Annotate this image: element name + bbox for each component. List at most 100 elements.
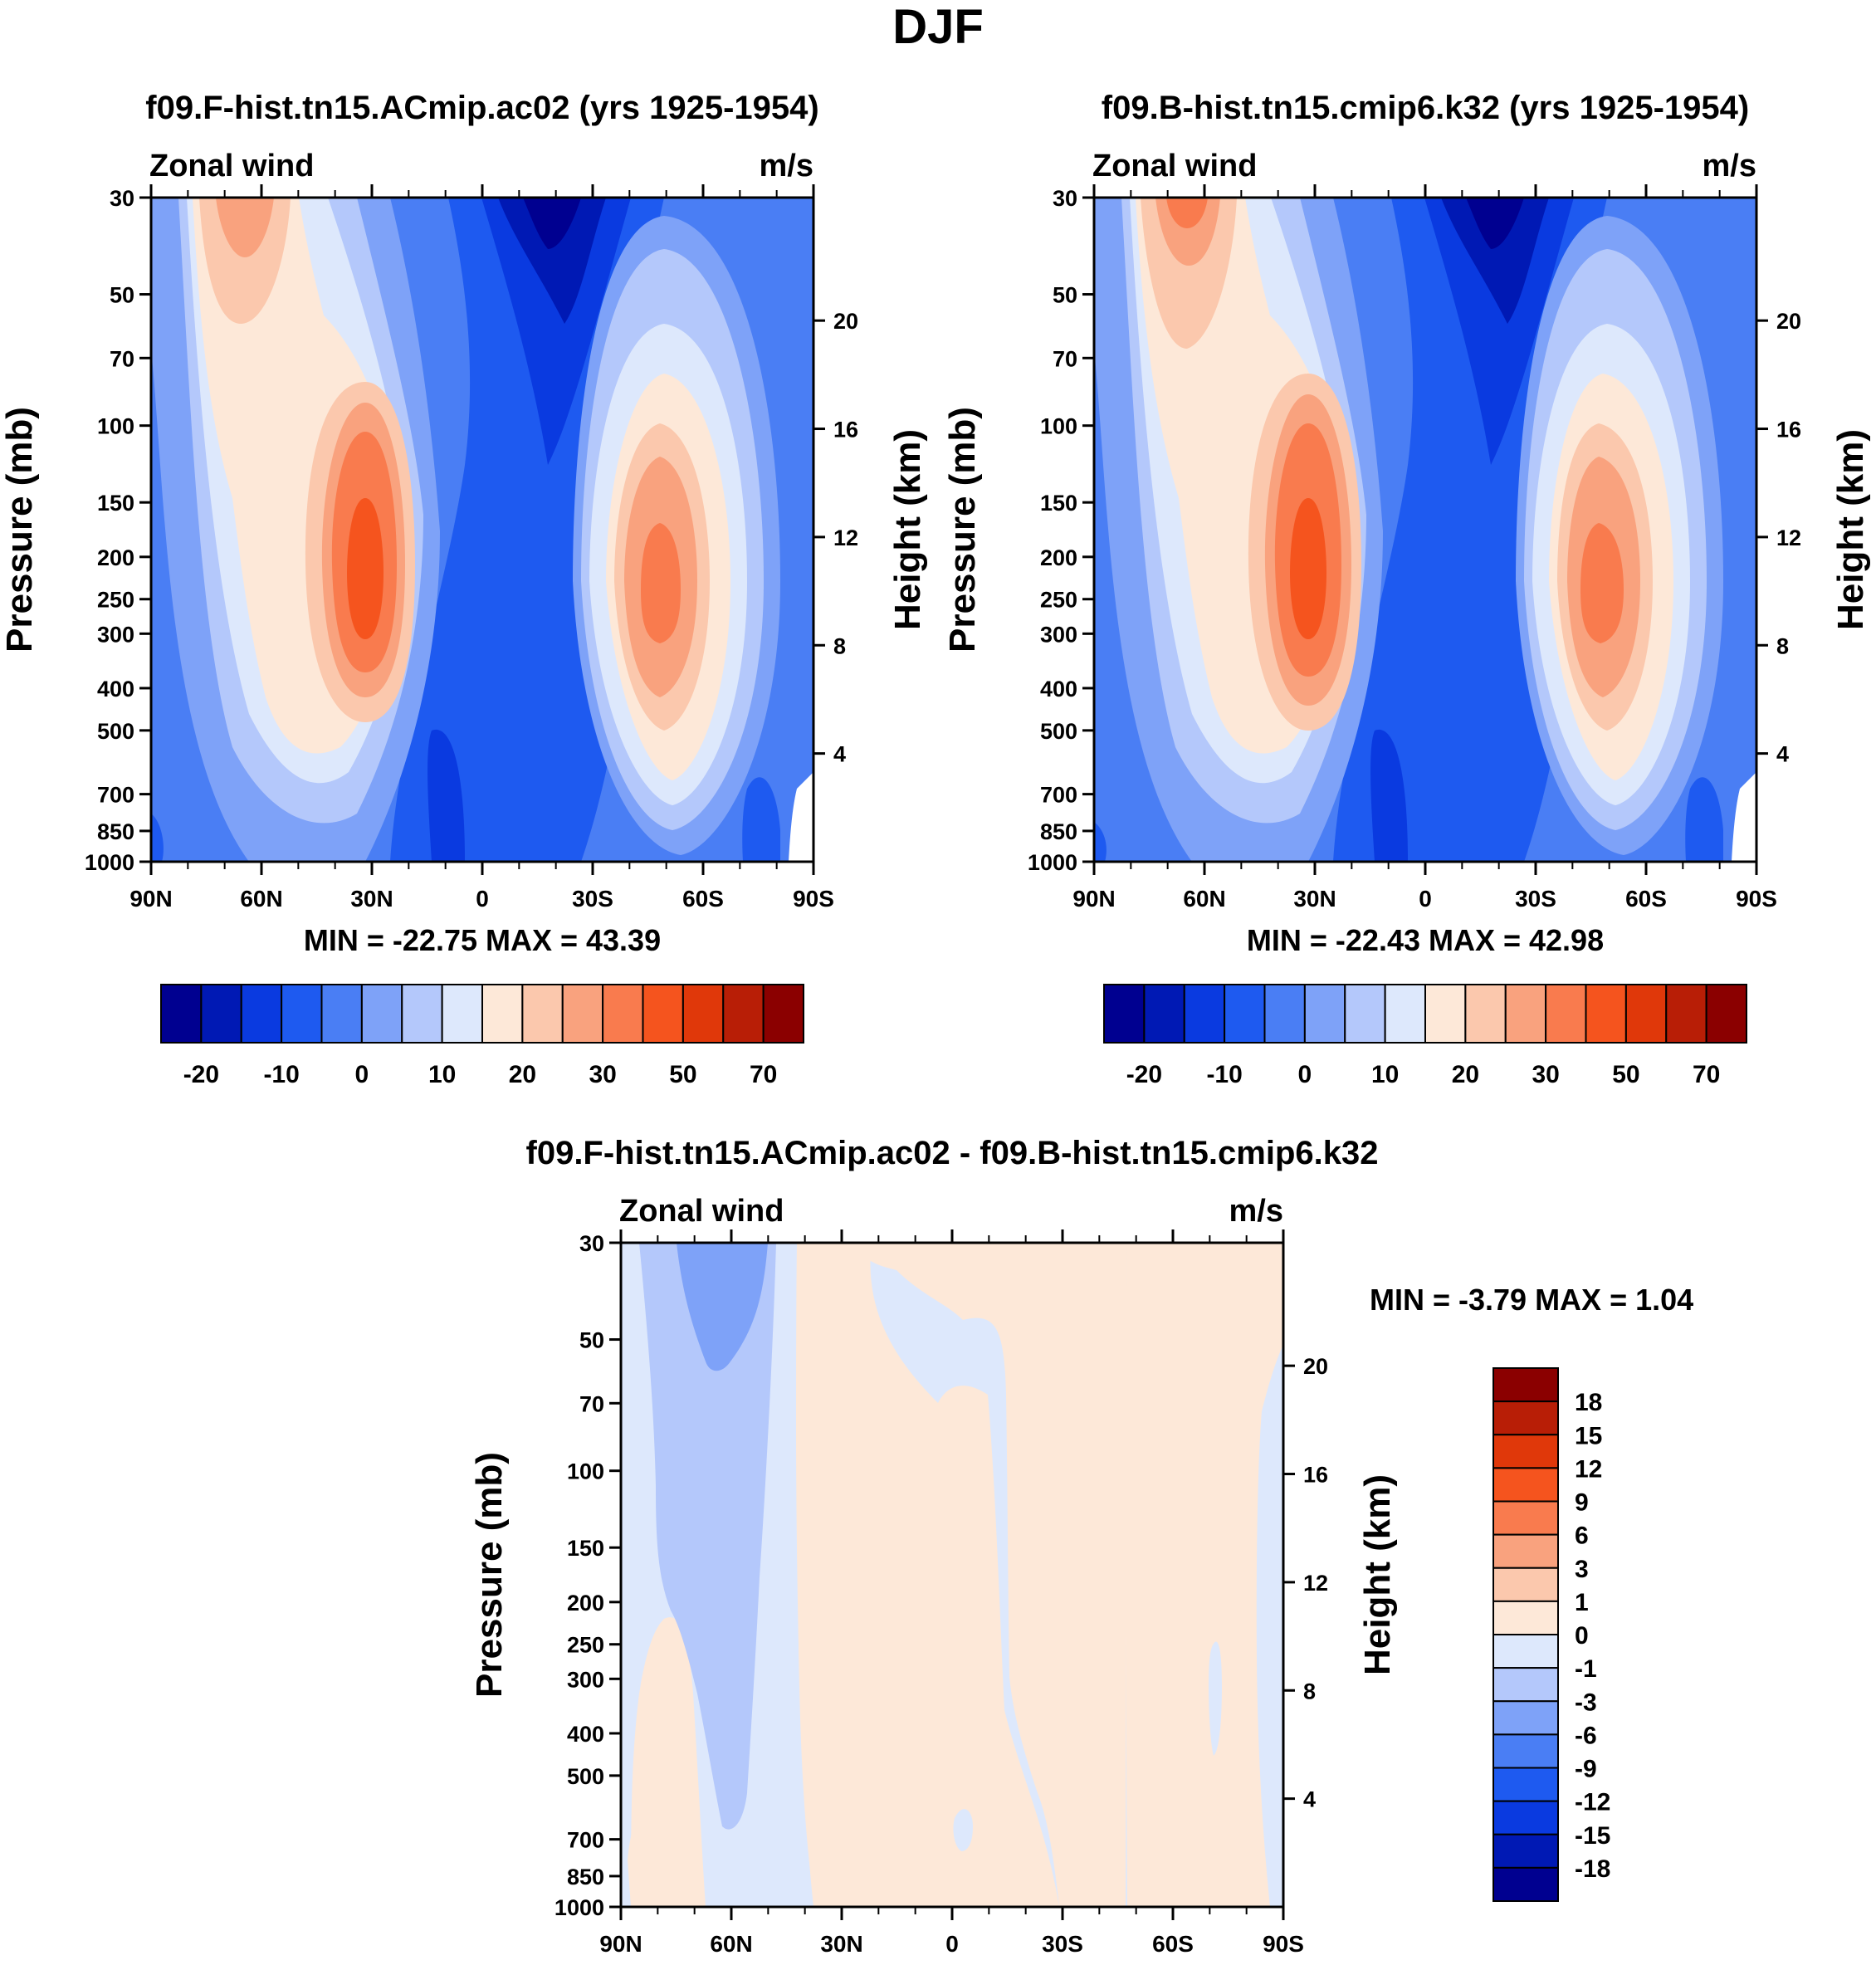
y-tick-label: 700 [1040, 783, 1077, 808]
colorbar-box [1492, 1367, 1559, 1403]
colorbar-box [1143, 984, 1185, 1044]
colorbar-label: -9 [1575, 1756, 1597, 1783]
colorbar-label: 15 [1575, 1422, 1602, 1449]
colorbar-box [160, 984, 203, 1044]
panel-diff-y2-axis-title: Height (km) [1357, 1474, 1398, 1675]
panel-diff-positive-regions [628, 1243, 1283, 1907]
panel-diff-minmax: MIN = -3.79 MAX = 1.04 [1370, 1283, 1693, 1317]
x-tick-label: 30N [1293, 886, 1336, 912]
colorbar-label: -15 [1575, 1822, 1610, 1850]
panel-left-variable-label: Zonal wind [149, 149, 314, 183]
y2-tick-label: 4 [1776, 742, 1789, 767]
colorbar-box [281, 984, 323, 1044]
x-tick-label: 90S [793, 886, 834, 912]
colorbar-box [1492, 1700, 1559, 1736]
y2-tick-label: 8 [833, 633, 846, 658]
colorbar-box [1492, 1800, 1559, 1835]
colorbar-box [320, 984, 363, 1044]
colorbar-box [1665, 984, 1707, 1044]
y2-tick-label: 4 [1303, 1787, 1316, 1812]
colorbar-box [682, 984, 725, 1044]
x-tick-label: 0 [476, 886, 489, 912]
panel-right-axis-ticks: 30 50 70 100 150 200 250 300 400 500 700 850 1000 20 1… [1028, 184, 1801, 912]
y-tick-label: 200 [1040, 545, 1077, 570]
colorbar-box [762, 984, 804, 1044]
panel-left-nh-jet [151, 198, 440, 862]
colorbar-box [1492, 1500, 1559, 1536]
x-tick-label: 30S [1515, 886, 1556, 912]
y-tick-label: 200 [97, 545, 134, 570]
y-tick-label: 100 [1040, 414, 1077, 439]
colorbar-box [1103, 984, 1146, 1044]
colorbar-label: 0 [1575, 1622, 1589, 1650]
colorbar-box [1492, 1833, 1559, 1869]
colorbar-box [1492, 1400, 1559, 1436]
panel-diff-variable-label: Zonal wind [619, 1194, 784, 1229]
y-tick-label: 300 [97, 622, 134, 647]
panel-right-y2-axis-title: Height (km) [1830, 429, 1871, 630]
panel-left-sh-jet [151, 198, 813, 862]
panel-left-y2-axis-title: Height (km) [887, 429, 928, 630]
colorbar-box [561, 984, 604, 1044]
y2-tick-label: 16 [1776, 418, 1801, 442]
y2-tick-label: 12 [1303, 1571, 1328, 1596]
colorbar-label: -20 [183, 1061, 219, 1088]
y-tick-label: 250 [1040, 588, 1077, 613]
y-tick-label: 150 [567, 1536, 604, 1561]
y2-tick-label: 20 [1776, 309, 1801, 334]
colorbar-box [642, 984, 684, 1044]
colorbar-label: -10 [263, 1061, 299, 1088]
panel-diff-colorbar: 18 15 12 9 6 3 1 0 -1 -3 -6 -9 -12 -15 -18 [1492, 1367, 1610, 1902]
colorbar-box [1424, 984, 1467, 1044]
panel-right-colorbar: -20 -10 0 10 20 30 50 70 [1103, 984, 1747, 1088]
colorbar-box [360, 984, 403, 1044]
panel-left-units-label: m/s [760, 149, 813, 183]
colorbar-box [441, 984, 483, 1044]
panel-left-axis-ticks: 30 50 70 100 150 200 250 300 400 500 700 850 1000 20 1… [85, 184, 858, 912]
colorbar-label: 50 [669, 1061, 696, 1088]
colorbar-label: 0 [355, 1061, 369, 1088]
y2-tick-label: 16 [833, 418, 858, 442]
panel-right-minmax: MIN = -22.43 MAX = 42.98 [1247, 923, 1604, 957]
y-tick-label: 500 [567, 1764, 604, 1789]
y-tick-label: 70 [579, 1391, 604, 1416]
colorbar-box [1492, 1866, 1559, 1902]
colorbar-label: 30 [589, 1061, 616, 1088]
colorbar-box [1492, 1600, 1559, 1635]
y-tick-label: 300 [567, 1667, 604, 1692]
x-tick-label: 0 [1419, 886, 1432, 912]
panel-left-colorbar: -20 -10 0 10 20 30 50 70 [160, 984, 804, 1088]
y-tick-label: 400 [97, 677, 134, 701]
colorbar-box [1624, 984, 1668, 1044]
x-tick-label: 60S [1152, 1931, 1194, 1957]
colorbar-box [1492, 1634, 1559, 1669]
y-tick-label: 1000 [554, 1895, 604, 1920]
colorbar-box [1492, 1467, 1559, 1503]
x-tick-label: 60N [710, 1931, 752, 1957]
y-tick-label: 100 [97, 414, 134, 439]
x-tick-label: 60N [1183, 886, 1225, 912]
y-tick-label: 400 [567, 1722, 604, 1747]
x-tick-label: 30N [820, 1931, 862, 1957]
colorbar-label: 10 [1371, 1061, 1399, 1088]
x-tick-label: 90N [1072, 886, 1115, 912]
colorbar-label: -12 [1575, 1789, 1610, 1816]
panel-right-title: f09.B-hist.tn15.cmip6.k32 (yrs 1925-1954… [1102, 90, 1749, 126]
panel-right-contour-field [1094, 198, 1756, 862]
y-tick-label: 1000 [1028, 850, 1077, 875]
colorbar-label: 18 [1575, 1389, 1602, 1416]
y-tick-label: 30 [1053, 186, 1077, 211]
colorbar-box [481, 984, 524, 1044]
y2-tick-label: 16 [1303, 1463, 1328, 1488]
panel-right-nh-jet [1094, 198, 1383, 862]
colorbar-label: 30 [1532, 1061, 1559, 1088]
y2-tick-label: 20 [1303, 1354, 1328, 1379]
y-tick-label: 500 [97, 719, 134, 744]
y-tick-label: 850 [97, 819, 134, 844]
x-tick-label: 0 [945, 1931, 959, 1957]
panel-right-sh-jet [1094, 198, 1756, 862]
colorbar-label: 20 [509, 1061, 536, 1088]
colorbar-label: -3 [1575, 1689, 1597, 1716]
x-tick-label: 90N [129, 886, 172, 912]
colorbar-box [1303, 984, 1346, 1044]
